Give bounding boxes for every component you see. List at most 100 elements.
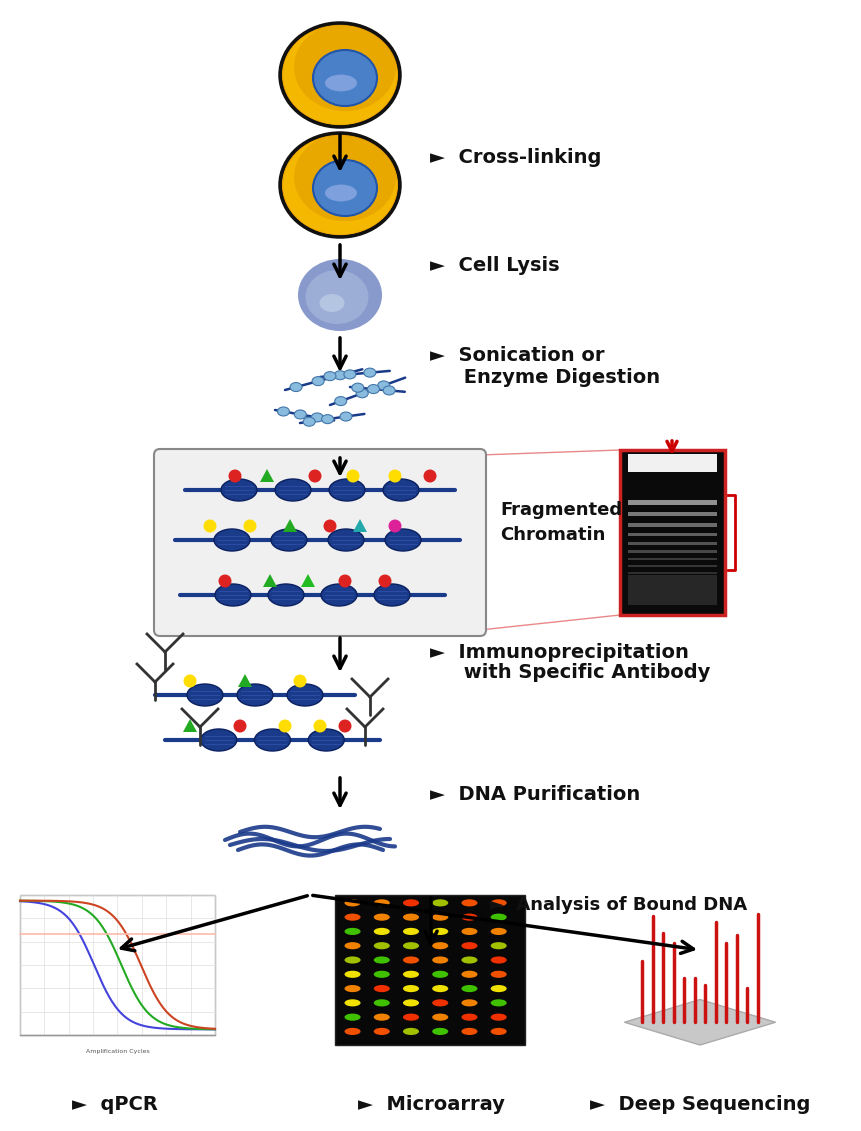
Ellipse shape [374, 1028, 389, 1035]
Bar [628, 542, 716, 545]
Ellipse shape [313, 719, 326, 733]
Ellipse shape [431, 985, 448, 992]
Bar [628, 558, 716, 560]
Ellipse shape [431, 1013, 448, 1020]
Bar [20, 895, 214, 1035]
Ellipse shape [423, 469, 436, 483]
Ellipse shape [374, 914, 389, 921]
Polygon shape [238, 674, 251, 687]
Text: ►  Cell Lysis: ► Cell Lysis [430, 256, 559, 275]
Ellipse shape [344, 1028, 360, 1035]
Text: ►  Sonication or: ► Sonication or [430, 345, 604, 364]
Ellipse shape [374, 899, 389, 906]
Ellipse shape [298, 38, 381, 111]
Ellipse shape [183, 674, 196, 688]
Ellipse shape [351, 383, 363, 392]
Ellipse shape [402, 1013, 418, 1020]
Bar [628, 566, 716, 567]
Bar [628, 550, 716, 553]
Polygon shape [282, 519, 297, 532]
Ellipse shape [385, 529, 420, 551]
Ellipse shape [214, 584, 251, 606]
Ellipse shape [374, 942, 389, 949]
Ellipse shape [490, 1013, 506, 1020]
Ellipse shape [374, 1013, 389, 1020]
Ellipse shape [431, 957, 448, 964]
Ellipse shape [280, 133, 400, 238]
Text: ►  Cross-linking: ► Cross-linking [430, 147, 601, 166]
Ellipse shape [313, 159, 376, 216]
Text: ►  Deep Sequencing: ► Deep Sequencing [589, 1096, 809, 1114]
Ellipse shape [313, 50, 376, 106]
Text: Amplification Cycles: Amplification Cycles [85, 1048, 149, 1054]
Ellipse shape [374, 970, 389, 978]
Polygon shape [260, 469, 274, 482]
Ellipse shape [356, 389, 368, 398]
Ellipse shape [282, 26, 397, 124]
Ellipse shape [402, 957, 418, 964]
Ellipse shape [312, 377, 324, 386]
Ellipse shape [374, 584, 410, 606]
Ellipse shape [233, 719, 246, 733]
Polygon shape [263, 575, 276, 587]
Ellipse shape [305, 270, 368, 323]
Ellipse shape [490, 970, 506, 978]
Ellipse shape [270, 529, 307, 551]
Ellipse shape [367, 385, 379, 394]
Ellipse shape [298, 259, 381, 331]
Text: ►  DNA Purification: ► DNA Purification [430, 786, 640, 804]
Ellipse shape [402, 1000, 418, 1007]
Ellipse shape [321, 415, 333, 424]
Ellipse shape [431, 1028, 448, 1035]
Ellipse shape [228, 469, 241, 483]
Ellipse shape [490, 927, 506, 935]
Ellipse shape [378, 575, 391, 587]
Ellipse shape [461, 927, 477, 935]
Text: with Specific Antibody: with Specific Antibody [430, 663, 709, 682]
Bar [628, 572, 716, 575]
Ellipse shape [382, 480, 418, 501]
Ellipse shape [293, 674, 307, 688]
Ellipse shape [201, 729, 237, 751]
Ellipse shape [268, 584, 304, 606]
Ellipse shape [334, 371, 346, 380]
Ellipse shape [374, 957, 389, 964]
Ellipse shape [461, 1000, 477, 1007]
Ellipse shape [308, 469, 321, 483]
Ellipse shape [344, 970, 360, 978]
Ellipse shape [344, 1013, 360, 1020]
Ellipse shape [382, 386, 394, 395]
Ellipse shape [402, 914, 418, 921]
Ellipse shape [431, 970, 448, 978]
Text: Chromatin: Chromatin [499, 526, 604, 544]
Ellipse shape [282, 135, 398, 235]
Ellipse shape [344, 957, 360, 964]
Ellipse shape [374, 985, 389, 992]
Ellipse shape [203, 519, 216, 533]
Ellipse shape [282, 25, 398, 126]
Ellipse shape [402, 985, 418, 992]
FancyBboxPatch shape [154, 449, 486, 636]
Ellipse shape [319, 294, 344, 312]
Ellipse shape [490, 985, 506, 992]
Bar [628, 533, 716, 536]
Ellipse shape [278, 719, 291, 733]
Text: Enzyme Digestion: Enzyme Digestion [430, 368, 660, 387]
Bar [335, 895, 524, 1045]
Ellipse shape [294, 132, 395, 222]
Polygon shape [623, 1000, 775, 1045]
Ellipse shape [320, 584, 356, 606]
Ellipse shape [490, 942, 506, 949]
Text: ►  Analysis of Bound DNA: ► Analysis of Bound DNA [489, 896, 746, 914]
Ellipse shape [288, 31, 391, 119]
Ellipse shape [346, 469, 359, 483]
Ellipse shape [461, 899, 477, 906]
Ellipse shape [298, 148, 381, 222]
Ellipse shape [461, 985, 477, 992]
Ellipse shape [308, 729, 344, 751]
Polygon shape [300, 575, 314, 587]
Text: ►  qPCR: ► qPCR [72, 1096, 158, 1114]
Ellipse shape [287, 684, 323, 706]
Ellipse shape [344, 1000, 360, 1007]
Ellipse shape [431, 942, 448, 949]
